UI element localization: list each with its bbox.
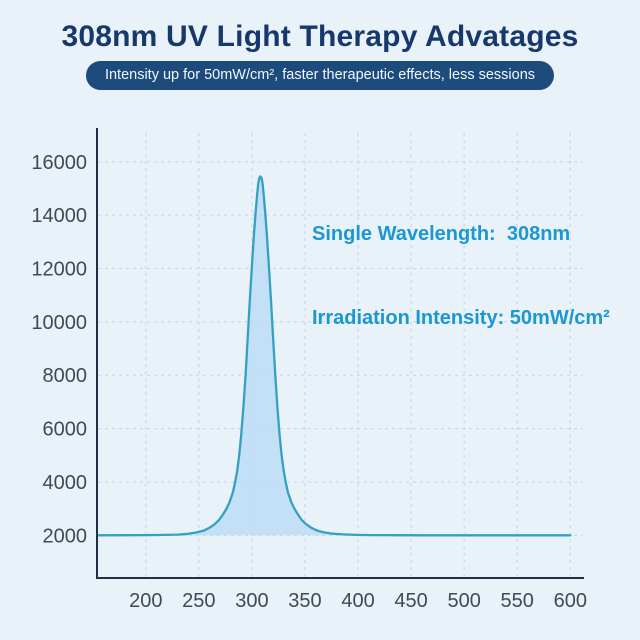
y-tick-label: 12000 <box>31 259 87 281</box>
x-tick-label: 200 <box>129 590 162 612</box>
y-tick-label: 4000 <box>43 472 88 494</box>
x-tick-label: 500 <box>447 590 480 612</box>
y-tick-label: 10000 <box>31 312 87 334</box>
y-tick-label: 16000 <box>31 152 87 174</box>
x-tick-label: 250 <box>182 590 215 612</box>
axes <box>96 128 584 579</box>
x-tick-label: 600 <box>554 590 587 612</box>
y-tick-label: 8000 <box>43 365 88 387</box>
annotation-intensity: Irradiation Intensity: 50mW/cm² <box>312 307 610 329</box>
y-tick-label: 2000 <box>43 525 88 547</box>
chart-annotation: Single Wavelength: 308nm Irradiation Int… <box>312 164 610 388</box>
spectrum-line <box>95 175 572 537</box>
x-tick-label: 350 <box>288 590 321 612</box>
y-tick-label: 14000 <box>31 205 87 227</box>
y-tick-labels: 2000 4000 6000 8000 10000 12000 14000 16000 <box>31 152 87 547</box>
grid-lines <box>98 129 583 577</box>
x-tick-label: 550 <box>501 590 534 612</box>
x-tick-label: 450 <box>394 590 427 612</box>
x-tick-label: 400 <box>341 590 374 612</box>
y-tick-label: 6000 <box>43 419 88 441</box>
x-tick-labels: 200 250 300 350 400 450 500 550 600 <box>129 590 587 612</box>
annotation-wavelength: Single Wavelength: 308nm <box>312 223 571 245</box>
subtitle-banner: Intensity up for 50mW/cm², faster therap… <box>85 61 555 90</box>
x-tick-label: 300 <box>235 590 268 612</box>
page-title: 308nm UV Light Therapy Advatages <box>61 20 579 53</box>
